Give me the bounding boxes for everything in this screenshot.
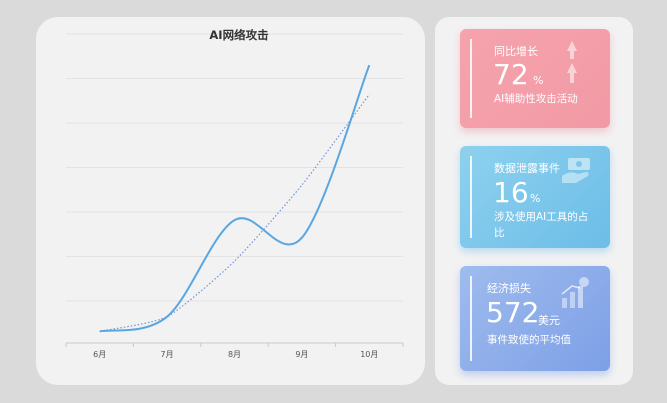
card-description: AI辅助性攻击活动 <box>494 93 578 105</box>
x-tick-label: 8月 <box>228 350 241 359</box>
stats-panel: 同比增长 72 % AI辅助性攻击活动 数据泄露事件 16 % 涉及使用AI工具… <box>435 17 633 385</box>
card-value: 72 <box>493 58 529 91</box>
line-chart: 6月 7月 8月 9月 10月 AI网络攻击 <box>65 28 404 359</box>
x-tick-label: 9月 <box>295 350 308 359</box>
card-label: 经济损失 <box>487 282 531 295</box>
chart-panel: 6月 7月 8月 9月 10月 AI网络攻击 <box>36 17 425 385</box>
money-hand-icon <box>562 158 590 183</box>
series-trend-line <box>99 94 370 332</box>
card-value: 572 <box>486 296 540 329</box>
card-unit: 美元 <box>538 314 560 327</box>
double-arrow-up-icon <box>567 41 577 83</box>
card-value: 16 <box>493 176 529 209</box>
bar-growth-icon <box>561 277 589 308</box>
stat-card-economic-loss: 经济损失 572 美元 事件致使的平均值 <box>460 266 610 371</box>
stat-card-data-leak: 数据泄露事件 16 % 涉及使用AI工具的占比 <box>460 146 610 248</box>
card-unit: % <box>530 192 541 205</box>
card-accent-bar <box>470 39 472 118</box>
card-accent-bar <box>470 156 472 238</box>
series-main-line <box>99 64 371 333</box>
card-unit: % <box>533 74 544 87</box>
x-tick-label: 7月 <box>161 350 174 359</box>
x-tick-label: 10月 <box>360 350 378 359</box>
card-description: 涉及使用AI工具的占比 <box>494 211 589 239</box>
card-accent-bar <box>470 276 472 361</box>
chart-title: AI网络攻击 <box>209 28 268 42</box>
card-label: 同比增长 <box>494 45 538 58</box>
x-tick-label: 6月 <box>93 350 106 359</box>
card-label: 数据泄露事件 <box>494 162 560 175</box>
stat-card-growth: 同比增长 72 % AI辅助性攻击活动 <box>460 29 610 128</box>
card-description: 事件致使的平均值 <box>487 334 571 346</box>
